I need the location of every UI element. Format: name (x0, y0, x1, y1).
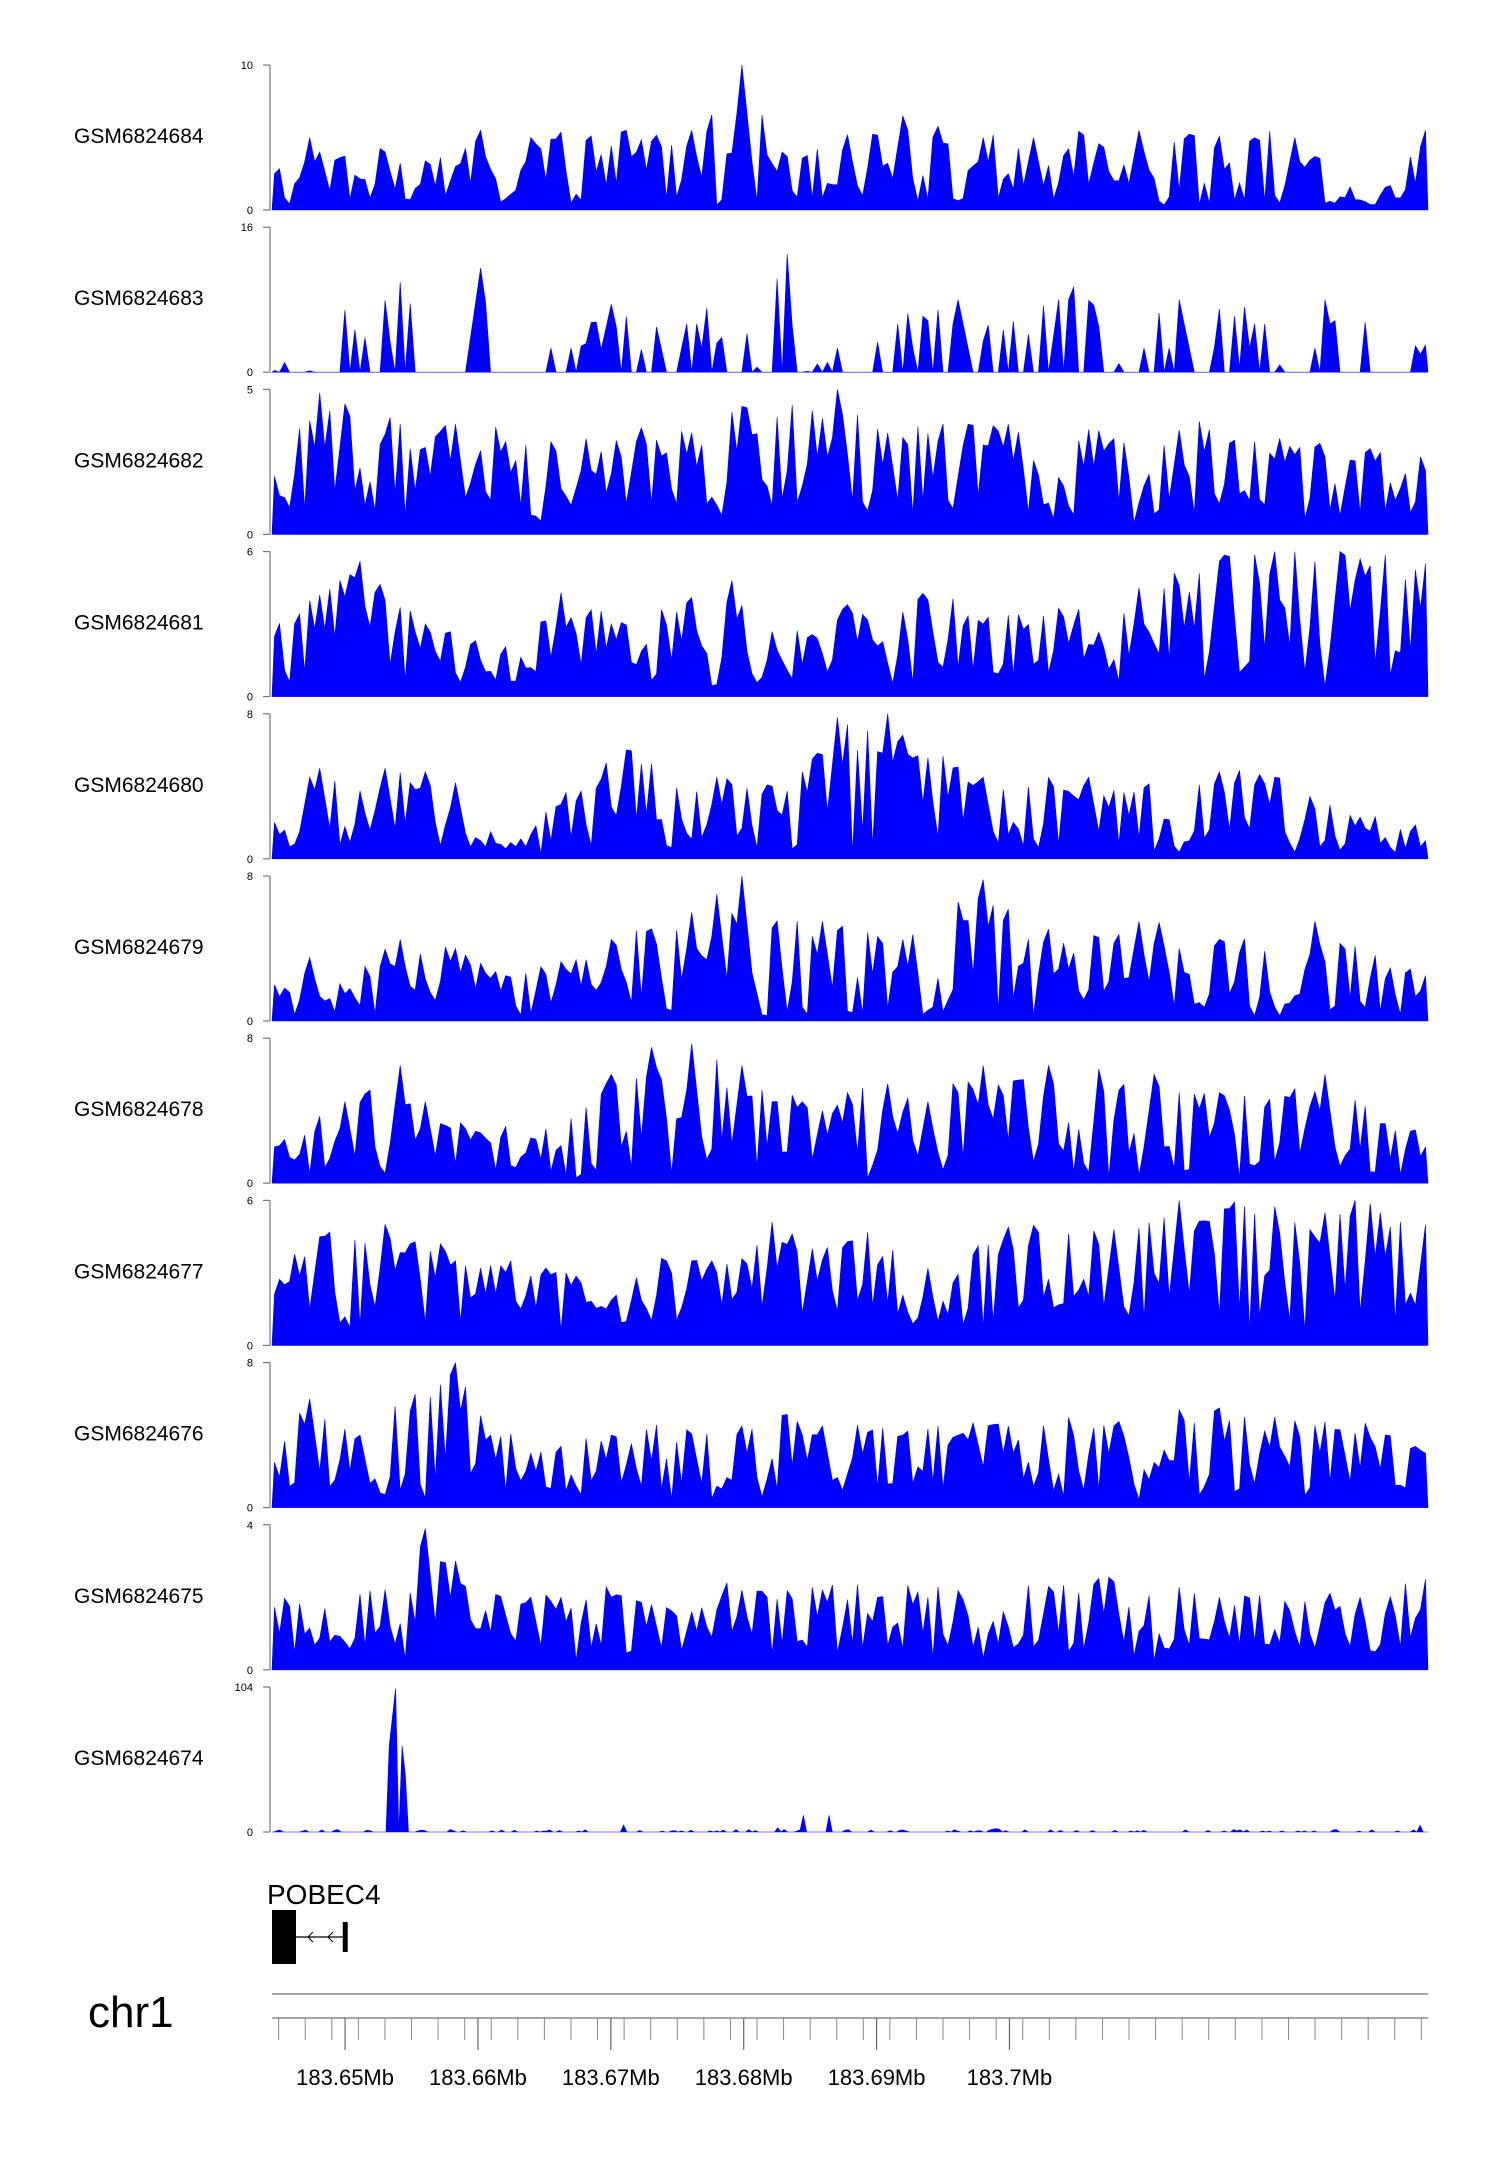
track-name-label: GSM6824680 (74, 774, 204, 797)
y-scale-max-label: 6 (247, 547, 253, 559)
y-scale-max-label: 8 (247, 1358, 253, 1370)
track-GSM6824678: 8 0 GSM6824678 (74, 1033, 1429, 1190)
strand-arrow (327, 1931, 334, 1943)
track-GSM6824681: 6 0 GSM6824681 (74, 547, 1429, 704)
data-tracks: 10 0 GSM6824684 16 0 GSM6824683 5 0 GSM6824682 6 0… (74, 60, 1429, 1839)
axis-tick-label: 183.66Mb (429, 2065, 527, 2090)
coverage-area (271, 1200, 1429, 1346)
y-scale-max-label: 10 (241, 60, 253, 72)
coverage-area (271, 713, 1429, 860)
track-name-label: GSM6824677 (74, 1260, 204, 1283)
coverage-area (271, 1043, 1429, 1184)
gene-exon-block (342, 1922, 348, 1952)
coverage-area (271, 253, 1429, 374)
y-scale-zero-label: 0 (247, 1503, 253, 1515)
y-scale-zero-label: 0 (247, 1827, 253, 1839)
track-GSM6824677: 6 0 GSM6824677 (74, 1195, 1429, 1352)
coverage-area (271, 64, 1429, 211)
y-scale-max-label: 8 (247, 871, 253, 883)
y-scale-zero-label: 0 (247, 1665, 253, 1677)
coverage-area (271, 1362, 1429, 1508)
y-scale-max-label: 8 (247, 1033, 253, 1045)
y-scale-zero-label: 0 (247, 367, 253, 379)
genome-axis: chr1 183.65Mb 183.66Mb 183.67Mb 183.68Mb 183… (88, 1988, 1428, 2090)
axis-tick-label: 183.65Mb (296, 2065, 394, 2090)
y-scale-zero-label: 0 (247, 1178, 253, 1190)
axis-tick-label: 183.68Mb (695, 2065, 793, 2090)
track-name-label: GSM6824674 (74, 1747, 204, 1770)
track-GSM6824684: 10 0 GSM6824684 (74, 60, 1429, 217)
track-GSM6824675: 4 0 GSM6824675 (74, 1520, 1429, 1677)
track-name-label: GSM6824678 (74, 1098, 204, 1121)
track-GSM6824682: 5 0 GSM6824682 (74, 384, 1429, 541)
y-scale-max-label: 104 (235, 1682, 253, 1694)
track-name-label: GSM6824675 (74, 1585, 204, 1608)
track-GSM6824676: 8 0 GSM6824676 (74, 1358, 1429, 1515)
gene-exon-block (272, 1910, 296, 1964)
axis-tick-label: 183.67Mb (562, 2065, 660, 2090)
coverage-area (272, 1688, 1428, 1833)
y-scale-max-label: 16 (241, 222, 253, 234)
strand-arrow (307, 1931, 314, 1943)
gene-annotation-track: POBEC4 (267, 1879, 381, 1964)
y-scale-zero-label: 0 (247, 854, 253, 866)
track-name-label: GSM6824684 (74, 125, 204, 148)
y-scale-zero-label: 0 (247, 529, 253, 541)
y-scale-zero-label: 0 (247, 205, 253, 217)
track-GSM6824674: 104 0 GSM6824674 (74, 1682, 1428, 1839)
y-scale-zero-label: 0 (247, 1340, 253, 1352)
gene-label: POBEC4 (267, 1879, 381, 1910)
track-name-label: GSM6824676 (74, 1423, 204, 1446)
track-name-label: GSM6824682 (74, 449, 204, 472)
y-scale-zero-label: 0 (247, 1016, 253, 1028)
axis-tick-label: 183.69Mb (828, 2065, 926, 2090)
chromosome-label: chr1 (88, 1988, 174, 2037)
coverage-area (271, 389, 1429, 535)
y-scale-max-label: 6 (247, 1195, 253, 1207)
track-GSM6824679: 8 0 GSM6824679 (74, 871, 1429, 1028)
coverage-area (271, 1528, 1429, 1671)
track-name-label: GSM6824679 (74, 936, 204, 959)
y-scale-max-label: 5 (247, 384, 253, 396)
y-scale-zero-label: 0 (247, 692, 253, 704)
coverage-area (271, 875, 1429, 1022)
y-scale-max-label: 4 (247, 1520, 253, 1532)
track-name-label: GSM6824683 (74, 287, 204, 310)
track-GSM6824683: 16 0 GSM6824683 (74, 222, 1429, 379)
track-name-label: GSM6824681 (74, 612, 204, 635)
coverage-area (271, 551, 1429, 697)
axis-tick-label: 183.7Mb (967, 2065, 1053, 2090)
track-GSM6824680: 8 0 GSM6824680 (74, 709, 1429, 866)
y-scale-max-label: 8 (247, 709, 253, 721)
